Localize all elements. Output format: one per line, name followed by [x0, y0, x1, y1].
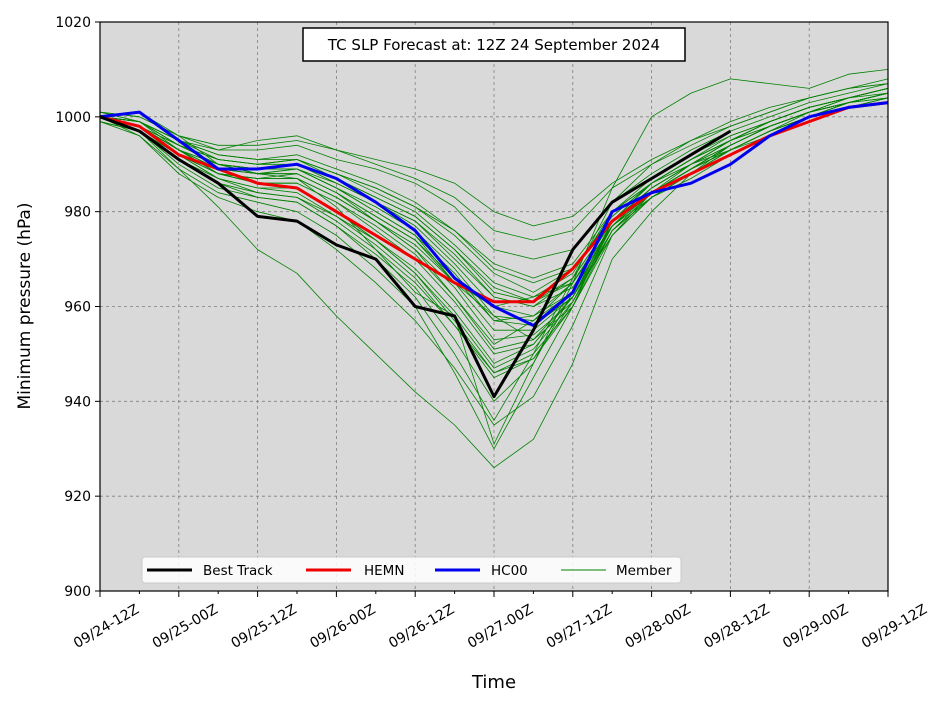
member-line	[99, 78, 889, 227]
legend: Best Track HEMN HC00 Member	[141, 556, 682, 584]
x-tick-label: 09/29-00Z	[780, 602, 851, 652]
legend-box	[141, 556, 682, 584]
chart-title: TC SLP Forecast at: 12Z 24 September 202…	[327, 36, 660, 54]
series-line-best-track	[99, 115, 732, 399]
y-tick-label: 960	[64, 300, 91, 316]
legend-label-best-track: Best Track	[203, 563, 273, 579]
x-axis-label: Time	[471, 672, 516, 693]
y-tick-label: 980	[64, 205, 91, 221]
x-tick-label: 09/28-00Z	[623, 602, 694, 652]
x-tick-label: 09/29-12Z	[859, 602, 930, 652]
series-line-hemn	[99, 101, 889, 304]
x-tick-label: 09/24-12Z	[71, 602, 142, 652]
y-axis-label: Minimum pressure (hPa)	[15, 203, 35, 410]
y-tick-label: 940	[64, 394, 91, 410]
y-tick-label: 900	[64, 584, 91, 600]
legend-label-hemn: HEMN	[364, 563, 404, 579]
x-tick-label: 09/27-00Z	[465, 602, 536, 652]
member-line	[99, 88, 889, 350]
x-tick-label: 09/26-00Z	[307, 602, 378, 652]
chart-title-box: TC SLP Forecast at: 12Z 24 September 202…	[302, 27, 686, 62]
y-tick-label: 920	[64, 489, 91, 505]
x-tick-label: 09/26-12Z	[386, 602, 457, 652]
member-line	[99, 83, 889, 260]
legend-label-hc00: HC00	[491, 563, 528, 579]
x-tick-label: 09/28-12Z	[701, 602, 772, 652]
member-line	[99, 92, 889, 379]
series-line-hc00	[99, 101, 889, 327]
x-tick-label: 09/25-00Z	[150, 602, 221, 652]
member-line	[99, 69, 889, 445]
main-series	[99, 101, 889, 399]
x-tick-label: 09/27-12Z	[544, 602, 615, 652]
member-line	[99, 83, 889, 421]
y-axis-ticks: 900 920 940 960 980 1000 1020	[55, 15, 100, 600]
x-tick-label: 09/25-12Z	[229, 602, 300, 652]
y-tick-label: 1000	[55, 110, 91, 126]
legend-label-member: Member	[616, 563, 672, 579]
y-tick-label: 1020	[55, 15, 91, 31]
x-axis-ticks: 09/24-12Z 09/25-00Z 09/25-12Z 09/26-00Z 09/2…	[71, 591, 930, 652]
